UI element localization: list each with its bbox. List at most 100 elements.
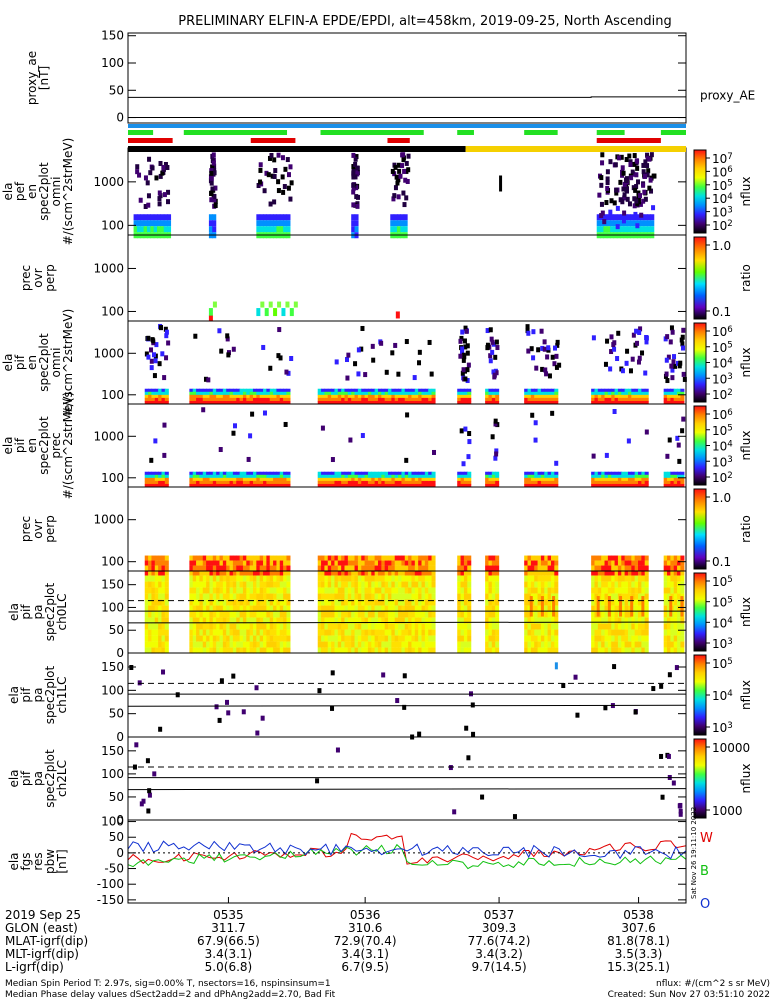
spectrogram-cell	[616, 214, 621, 221]
spectrogram-cell	[219, 471, 224, 476]
spectrogram-cell	[638, 483, 643, 488]
spectrogram-cell	[681, 345, 686, 351]
spectrogram-cell	[554, 641, 559, 648]
spectrogram-cell	[401, 629, 406, 636]
spectrogram-cell	[604, 617, 609, 624]
spectrogram-cell	[344, 480, 349, 485]
spectrogram-cell	[381, 400, 386, 405]
spectrogram-cell	[465, 367, 470, 373]
spectrogram-cell	[527, 388, 532, 393]
spectrogram-cell	[239, 471, 244, 476]
spectrogram-cell	[286, 477, 291, 482]
spectrogram-cell	[273, 226, 278, 233]
spectrogram-cell	[222, 647, 227, 654]
spectrogram-cell	[428, 599, 433, 606]
spectrogram-cell	[263, 400, 268, 405]
spectrogram-cell	[611, 587, 616, 594]
spectrogram-cell	[354, 154, 359, 160]
spectrogram-cell	[361, 391, 366, 396]
spectrogram-cell	[148, 617, 153, 624]
spectrogram-cell	[634, 400, 639, 405]
spectrogram-cell	[154, 647, 159, 654]
spectrogram-cell	[209, 641, 214, 648]
spectrogram-cell	[324, 617, 329, 624]
spectrogram-cell	[249, 388, 254, 393]
y-tick-label: 1000	[93, 346, 124, 360]
spectrogram-cell	[246, 400, 251, 405]
spectrogram-cell	[414, 477, 419, 482]
spectrogram-cell	[232, 480, 237, 485]
spectrogram-cell	[527, 570, 532, 576]
spectrogram-cell	[524, 581, 529, 588]
spectrogram-cell	[317, 629, 322, 636]
spectrogram-cell	[327, 565, 332, 571]
spectrogram-cell	[361, 599, 366, 606]
spectrogram-cell	[354, 565, 359, 571]
spectrogram-cell	[263, 394, 268, 399]
spectrogram-cell	[327, 397, 332, 402]
spectrogram-cell	[398, 474, 403, 479]
spectrogram-cell	[236, 400, 241, 405]
spectrogram-cell	[393, 185, 398, 191]
spectrogram-cell	[331, 570, 336, 576]
spectrogram-cell	[402, 168, 407, 174]
spectrogram-cell	[273, 635, 278, 642]
spectrogram-cell	[631, 599, 636, 606]
spectrogram-cell	[614, 560, 619, 566]
spectrogram-cell	[286, 570, 291, 576]
spectrogram-cell	[242, 617, 247, 624]
spectrogram-cell	[617, 647, 622, 654]
spectrogram-cell	[388, 477, 393, 482]
spectrogram-cell	[192, 397, 197, 402]
spectrogram-cell	[226, 710, 231, 716]
spectrogram-cell	[540, 596, 544, 617]
spectrogram-cell	[485, 641, 490, 648]
spectrogram-cell	[467, 587, 472, 594]
spectrogram-cell	[371, 593, 376, 600]
spectrogram-cell	[527, 647, 532, 654]
spectrogram-cell	[644, 570, 649, 576]
spectrogram-cell	[189, 471, 194, 476]
spectrogram-cell	[374, 394, 379, 399]
spectrogram-cell	[460, 629, 465, 636]
series-label-proxy-ae: proxy_AE	[700, 89, 755, 103]
spectrogram-cell	[638, 593, 643, 600]
spectrogram-cell	[337, 400, 342, 405]
spectrogram-cell	[364, 400, 369, 405]
spectrogram-cell	[596, 220, 601, 227]
spectrogram-cell	[269, 400, 274, 405]
spectrogram-cell	[161, 397, 166, 402]
spectrogram-cell	[594, 611, 599, 618]
spectrogram-cell	[357, 397, 362, 402]
spectrogram-cell	[371, 394, 376, 399]
spectrogram-cell	[321, 565, 326, 571]
spectrogram-cell	[424, 565, 429, 571]
spectrogram-cell	[139, 801, 144, 807]
spectrogram-cell	[259, 483, 264, 488]
spectrogram-cell	[643, 159, 648, 165]
spectrogram-cell	[149, 358, 154, 364]
spectrogram-cell	[493, 421, 498, 427]
spectrogram-cell	[401, 477, 406, 482]
spectrogram-cell	[597, 480, 602, 485]
spectrogram-cell	[209, 605, 214, 612]
spectrogram-cell	[331, 483, 336, 488]
spectrogram-cell	[601, 641, 606, 648]
spectrogram-cell	[374, 575, 379, 582]
spectrogram-cell	[611, 394, 616, 399]
spectrogram-cell	[626, 214, 631, 221]
spectrogram-cell	[354, 629, 359, 636]
colorbar	[693, 405, 707, 486]
spectrogram-cell	[391, 570, 396, 576]
spectrogram-cell	[242, 400, 247, 405]
spectrogram-cell	[642, 189, 647, 195]
spectrogram-cell	[644, 635, 649, 642]
spectrogram-cell	[597, 397, 602, 402]
spectrogram-cell	[286, 565, 291, 571]
spectrogram-cell	[206, 474, 211, 479]
spectrogram-cell	[667, 477, 672, 482]
spectrogram-cell	[591, 477, 596, 482]
spectrogram-cell	[634, 394, 639, 399]
spectrogram-cell	[196, 477, 201, 482]
spectrogram-cell	[524, 575, 529, 582]
